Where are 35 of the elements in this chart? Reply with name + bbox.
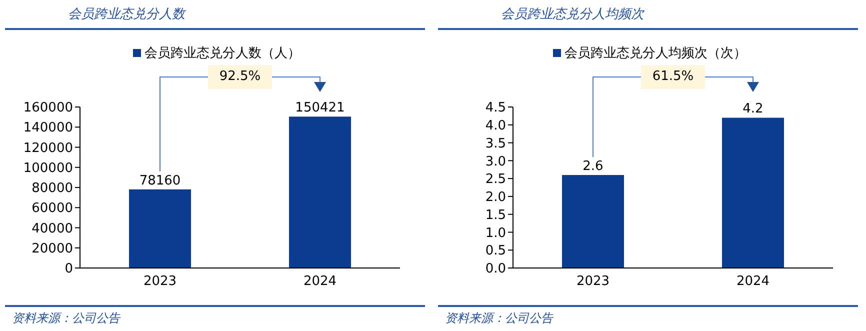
y-tick-label: 2.0: [485, 190, 506, 206]
y-tick-label: 100000: [23, 160, 73, 176]
text: 92.5%: [208, 65, 272, 89]
y-tick-label: 40000: [32, 221, 73, 236]
data-label: 78160: [139, 173, 181, 188]
data-label: 2.6: [582, 158, 604, 174]
legend-label: 会员跨业态兑分人数（人）: [144, 46, 300, 61]
text: 资料来源：公司公告: [445, 310, 553, 327]
y-tick-label: 4.5: [485, 100, 506, 116]
y-tick-label: 160000: [23, 100, 73, 116]
y-tick-label: 0.0: [485, 262, 506, 277]
data-label: 4.2: [742, 102, 764, 117]
y-tick-label: 3.0: [485, 154, 506, 170]
y-tick-label: 4.0: [485, 118, 506, 134]
y-tick-label: 120000: [23, 140, 73, 156]
y-tick-label: 2.5: [485, 172, 506, 188]
y-tick-label: 1.5: [485, 208, 506, 223]
y-tick-label: 0.5: [485, 244, 506, 259]
x-tick-label: 2024: [736, 274, 770, 290]
text: 61.5%: [641, 65, 705, 89]
y-tick-label: 60000: [32, 201, 73, 216]
y-tick-label: 1.0: [485, 226, 506, 241]
x-tick-label: 2024: [303, 274, 337, 290]
x-tick-label: 2023: [576, 274, 610, 290]
text: 资料来源：公司公告: [12, 310, 120, 327]
chart-title: 会员跨业态兑分人均频次: [501, 6, 644, 23]
x-tick-label: 2023: [143, 274, 177, 290]
chart-title: 会员跨业态兑分人数: [68, 6, 185, 23]
y-tick-label: 3.5: [485, 136, 506, 152]
y-tick-label: 0: [64, 262, 73, 277]
y-tick-label: 20000: [32, 241, 73, 256]
data-label: 150421: [295, 100, 345, 116]
y-tick-label: 80000: [32, 181, 73, 196]
legend-label: 会员跨业态兑分人均频次（次）: [564, 46, 746, 61]
y-tick-label: 140000: [23, 120, 73, 136]
